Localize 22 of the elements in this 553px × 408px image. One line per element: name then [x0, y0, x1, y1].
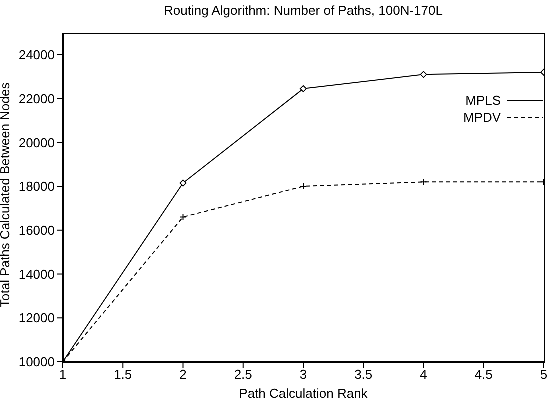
y-tick-label: 22000: [18, 91, 55, 106]
x-tick-label: 3: [300, 367, 308, 382]
y-tick-label: 12000: [18, 310, 55, 326]
x-tick-label: 1.5: [114, 367, 132, 382]
y-tick-label: 10000: [18, 354, 55, 370]
y-tick-label: 18000: [18, 179, 55, 194]
y-tick-label: 20000: [18, 135, 55, 150]
y-tick-label: 16000: [18, 223, 55, 238]
y-axis-title: Total Paths Calculated Between Nodes: [0, 82, 13, 308]
legend-label: MPLS: [466, 92, 501, 109]
x-tick-label: 5: [540, 367, 548, 382]
x-tick-label: 1: [59, 367, 67, 382]
y-tick-label: 24000: [18, 48, 55, 63]
chart-title: Routing Algorithm: Number of Paths, 100N-170L: [163, 3, 444, 18]
x-tick-label: 4: [420, 367, 428, 382]
x-tick-label: 4.5: [474, 367, 493, 382]
x-tick-label: 2: [180, 367, 187, 382]
y-tick-label: 14000: [18, 266, 55, 282]
legend-label: MPDV: [463, 109, 501, 126]
x-tick-label: 2.5: [234, 367, 252, 382]
x-axis-title: Path Calculation Rank: [239, 386, 368, 401]
x-tick-label: 3.5: [354, 367, 373, 382]
